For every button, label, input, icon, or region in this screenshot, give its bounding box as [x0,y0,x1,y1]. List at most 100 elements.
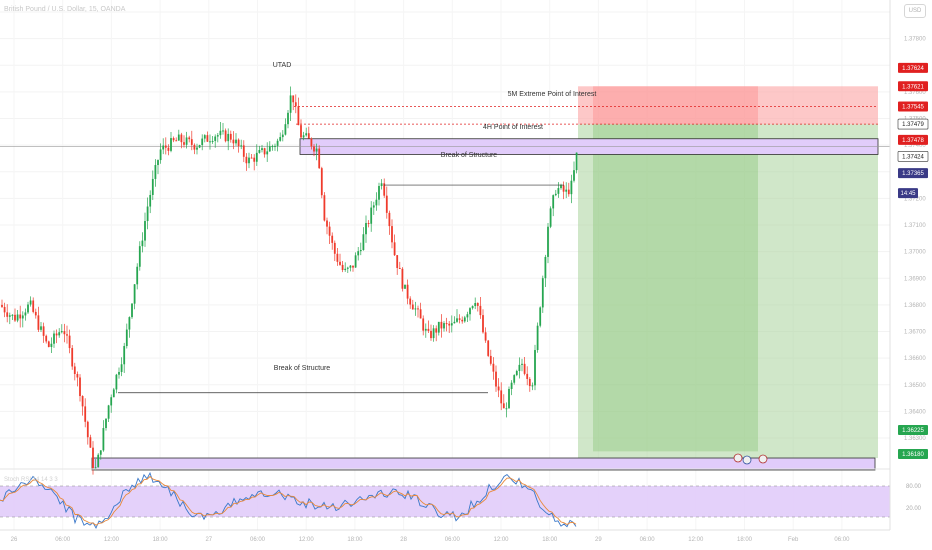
candle-body [180,134,183,143]
zones-layer [0,86,890,471]
candle-body [245,156,248,164]
candle-body [261,148,263,151]
candle-body [318,148,321,169]
price-badge [898,62,928,73]
bos-lower-label: Break of Structure [274,365,331,372]
candle-body [523,363,526,374]
candle-body [177,134,180,141]
time-tick-labels: 26 06:00 12:00 18:00 27 06:00 12:00 18:00 28 06:0… [11,537,850,543]
candle-body [131,303,133,318]
price-badge [898,81,928,92]
candle-body [102,428,105,451]
candle-body [292,95,295,103]
candle-body [528,378,531,387]
candle-body [294,102,297,107]
price-tick: 1.36600 [904,356,926,362]
candle-body [404,284,406,289]
candle-body [557,188,560,194]
candle-body [456,318,458,322]
candle-body [224,130,227,142]
candle-body [544,256,547,279]
symbol-title: British Pound / U.S. Dollar, 15, OANDA [4,6,126,13]
time-tick: 27 [205,537,212,543]
candle-body [539,307,542,326]
candles-layer [1,86,578,475]
candle-body [271,146,274,148]
candle-body [346,267,349,269]
time-tick: 06:00 [445,537,461,543]
candle-body [357,251,360,256]
candle-body [214,136,217,141]
candle-body [284,124,287,135]
target-zone[interactable] [578,124,878,459]
candle-body [562,185,565,192]
stoch-label: Stoch RSI 14 14 3 3 [4,477,58,483]
candle-body [492,363,495,372]
price-tick: 1.37800 [904,37,926,43]
candle-body [37,315,40,330]
candle-body [29,300,32,305]
candle-body [411,304,414,310]
event-flag-icon[interactable] [733,453,743,463]
currency-label[interactable]: USD [904,4,926,18]
price-badge-label: 1.37545 [902,105,924,111]
candle-body [237,139,240,147]
price-tick: 1.36400 [904,409,926,415]
candle-body [253,157,256,162]
candle-body [552,195,555,209]
candle-body [326,220,328,227]
candle-body [268,146,271,152]
candle-body [183,142,185,145]
candle-body [323,195,326,221]
price-tick: 1.36900 [904,276,926,282]
candle-body [476,303,479,306]
time-tick: Feb [788,537,799,543]
candle-body [227,133,230,142]
candle-body [209,141,211,143]
candle-body [331,235,334,243]
candle-body [235,139,237,144]
candle-body [157,160,159,166]
price-tick: 1.37100 [904,223,926,229]
candle-body [250,157,253,159]
price-scale[interactable]: 1.379001.378001.377001.376001.375001.374… [889,0,929,530]
candle-body [196,147,198,150]
candle-body [305,133,308,136]
candle-body [575,152,578,171]
candle-body [440,321,443,329]
candle-body [297,106,300,126]
candle-body [385,195,388,213]
time-scale[interactable]: 26 06:00 12:00 18:00 27 06:00 12:00 18:00 28 06:0… [0,529,890,543]
candle-body [565,189,568,192]
candle-body [216,135,219,137]
candle-body [437,321,440,333]
price-badge-label: 1.37478 [902,138,924,144]
risk-zone-stop[interactable] [578,86,878,125]
candle-body [417,308,419,310]
candle-body [11,314,14,316]
time-tick: 29 [595,537,602,543]
candle-body [97,454,100,468]
candle-body [89,437,92,448]
candle-body [534,350,536,386]
price-tick: 1.37400 [904,143,926,149]
time-tick: 12:00 [299,537,315,543]
candle-body [372,205,375,208]
candle-body [258,150,261,153]
bos-upper-label: Break of Structure [441,152,498,159]
candle-body [8,315,11,317]
candle-body [240,145,243,147]
candle-body [201,138,204,146]
price-badge-label: 1.36225 [902,428,924,434]
candle-body [484,332,487,341]
demand-zone[interactable] [91,457,876,471]
candle-body [27,304,29,313]
candle-body [279,137,282,141]
time-tick: 18:00 [347,537,363,543]
event-flag-icon[interactable] [742,455,752,465]
candle-body [138,246,141,267]
price-badge [898,449,928,460]
event-flag-icon[interactable] [758,454,768,464]
candle-body [320,168,323,196]
